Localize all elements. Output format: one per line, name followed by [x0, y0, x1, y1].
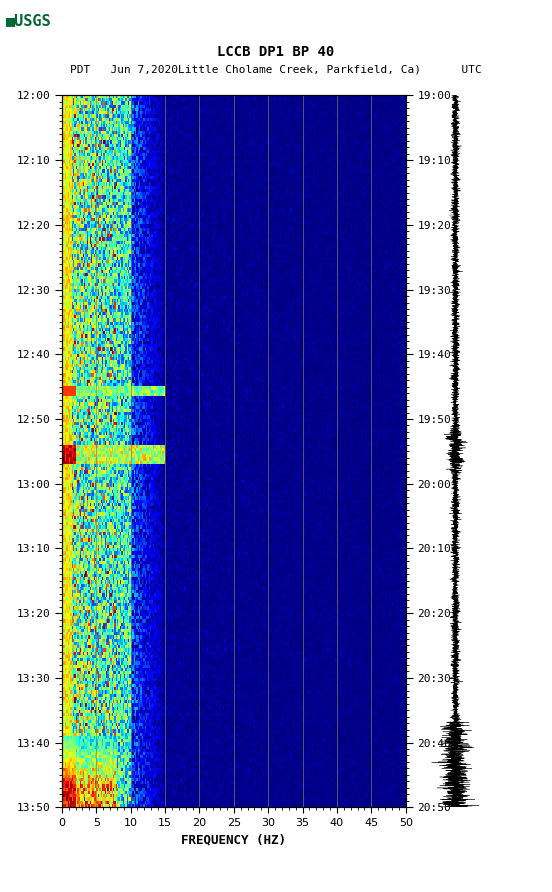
Text: ■USGS: ■USGS	[6, 13, 51, 29]
X-axis label: FREQUENCY (HZ): FREQUENCY (HZ)	[181, 833, 286, 847]
Text: PDT   Jun 7,2020Little Cholame Creek, Parkfield, Ca)      UTC: PDT Jun 7,2020Little Cholame Creek, Park…	[70, 64, 482, 75]
Text: LCCB DP1 BP 40: LCCB DP1 BP 40	[217, 45, 335, 59]
